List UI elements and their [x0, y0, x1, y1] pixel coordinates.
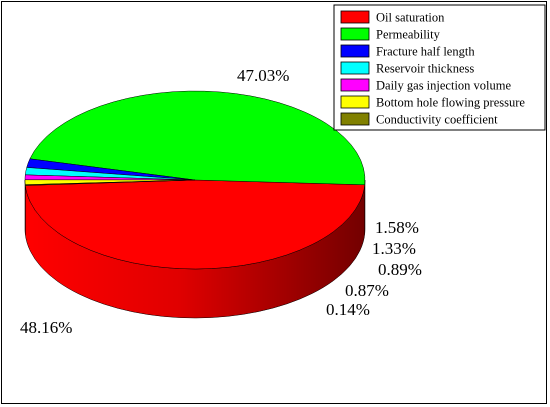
data-label-bottom-hole-flowing-pressure: 0.87%: [345, 281, 389, 300]
legend-label-conductivity-coefficient: Conductivity coefficient: [376, 113, 498, 127]
legend-swatch-conductivity-coefficient: [340, 112, 370, 126]
legend-label-fracture-half-length: Fracture half length: [376, 45, 475, 59]
legend-label-permeability: Permeability: [376, 28, 441, 42]
legend-swatch-oil-saturation: [340, 10, 370, 24]
pie-slice-permeability: [29, 90, 366, 186]
legend-swatch-bottom-hole-flowing-pressure: [340, 95, 370, 109]
legend-label-reservoir-thickness: Reservoir thickness: [376, 62, 474, 76]
pie-slice-oil-saturation: [25, 179, 366, 270]
legend-swatch-daily-gas-injection-volume: [340, 78, 370, 92]
data-label-reservoir-thickness: 1.33%: [372, 239, 416, 258]
legend-swatch-reservoir-thickness: [340, 61, 370, 75]
data-label-oil-saturation: 48.16%: [20, 318, 72, 337]
data-label-fracture-half-length: 1.58%: [375, 218, 419, 237]
pie-slice-conductivity-coefficient: [24, 179, 196, 186]
data-label-permeability: 47.03%: [237, 66, 289, 85]
legend-swatch-fracture-half-length: [340, 44, 370, 58]
pie-side-shade-oil-saturation: [25, 184, 365, 319]
legend-label-daily-gas-injection-volume: Daily gas injection volume: [376, 79, 511, 93]
data-label-daily-gas-injection-volume: 0.89%: [378, 260, 422, 279]
legend-label-bottom-hole-flowing-pressure: Bottom hole flowing pressure: [376, 96, 525, 110]
legend-label-oil-saturation: Oil saturation: [376, 11, 445, 25]
data-label-conductivity-coefficient: 0.14%: [326, 300, 370, 319]
legend-swatch-permeability: [340, 27, 370, 41]
legend: Oil saturation Permeability Fracture half …: [333, 4, 546, 131]
